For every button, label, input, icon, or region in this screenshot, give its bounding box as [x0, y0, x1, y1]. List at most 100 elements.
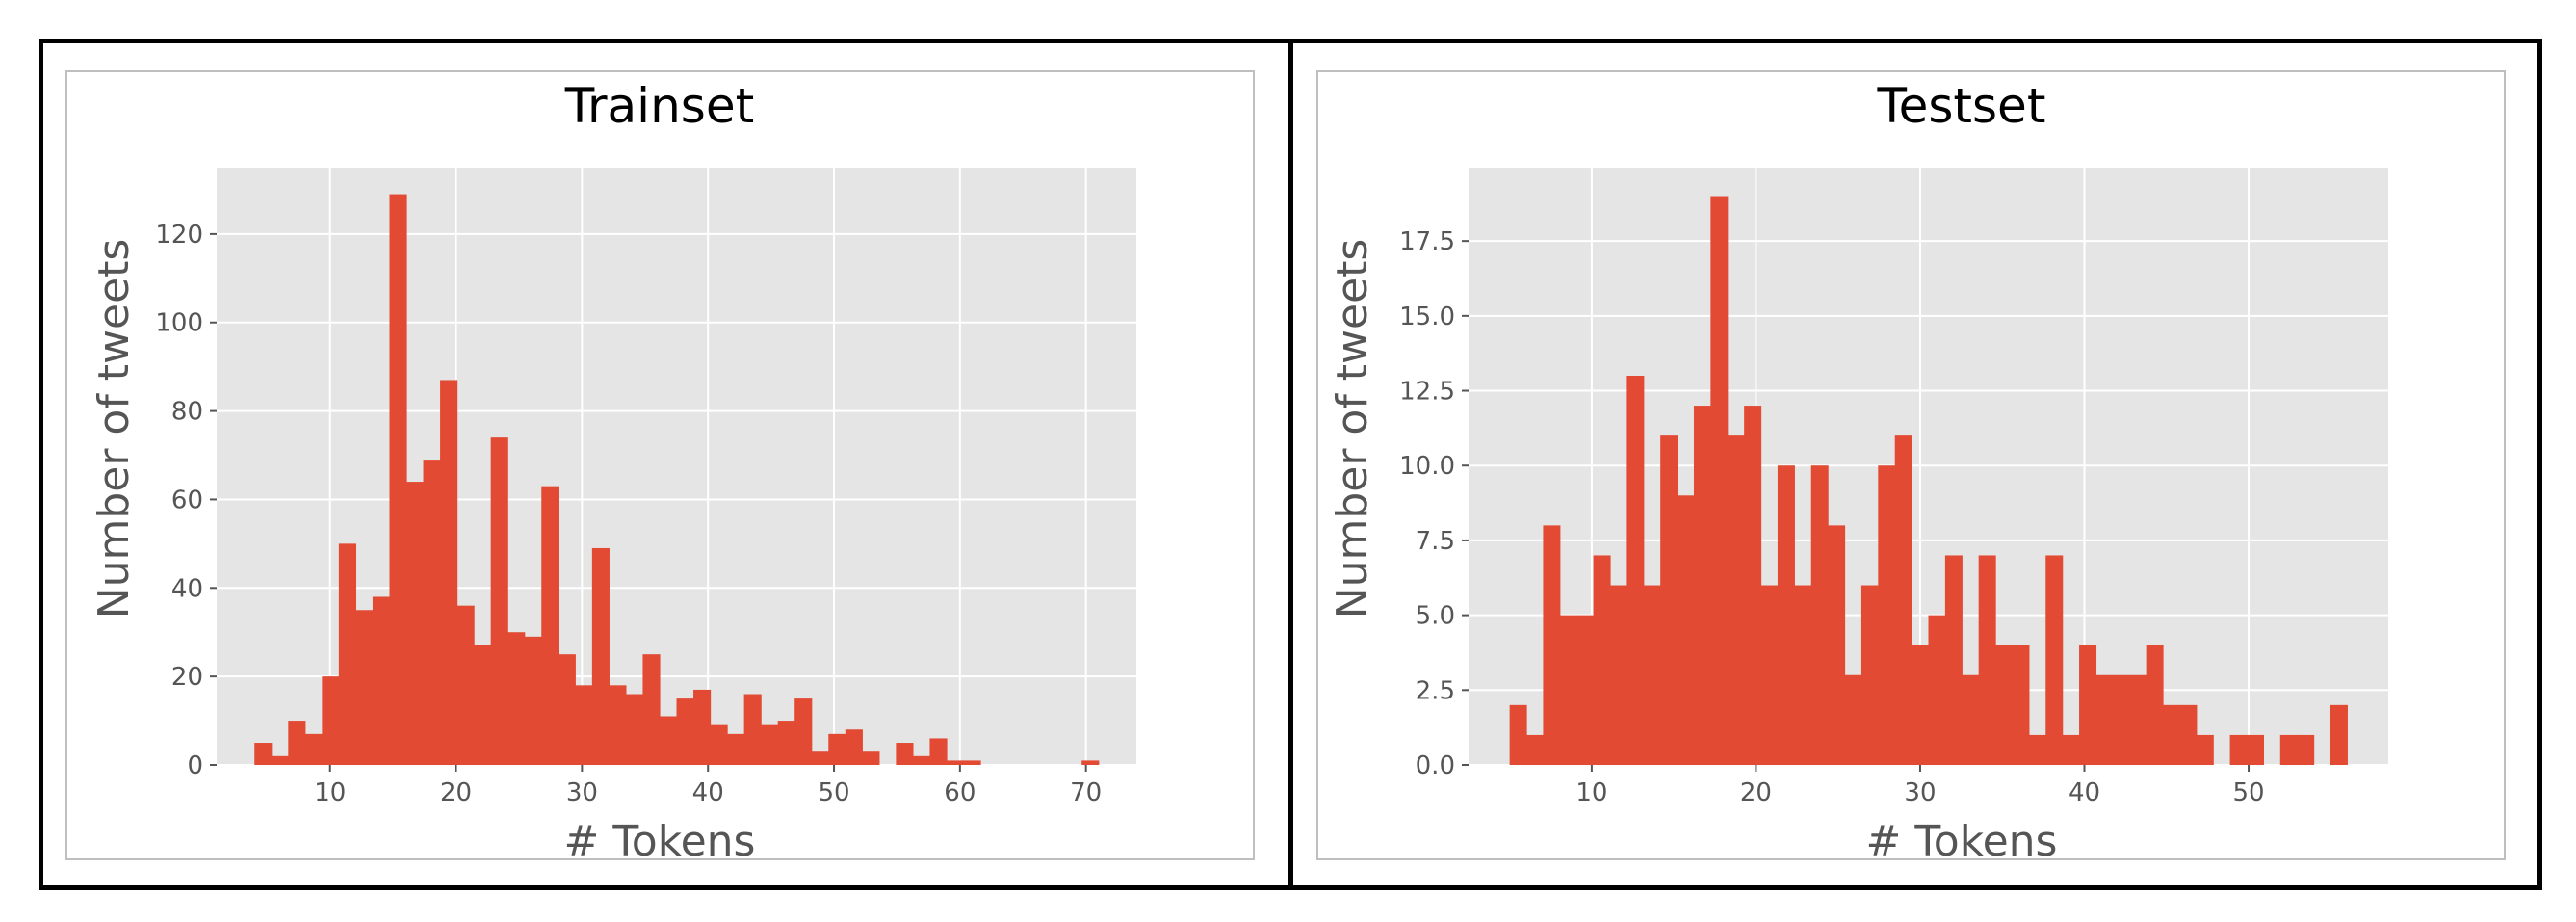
histogram-bar: [575, 685, 593, 765]
x-axis-label: # Tokens: [564, 817, 756, 866]
histogram-bar: [1810, 465, 1829, 765]
x-tick-label: 70: [1070, 778, 1102, 807]
x-tick-label: 10: [1575, 778, 1607, 807]
histogram-bar: [1844, 674, 1862, 765]
histogram-bar: [541, 486, 559, 765]
y-tick-label: 12.5: [1399, 378, 1455, 407]
histogram-bar: [1509, 704, 1527, 765]
histogram-bar: [963, 760, 981, 765]
y-tick-label: 60: [171, 486, 203, 514]
histogram-bar: [1794, 585, 1812, 765]
bars: [254, 194, 1100, 766]
histogram-bar: [1710, 196, 1729, 765]
x-tick-label: 60: [944, 778, 976, 807]
histogram-bar: [1526, 734, 1545, 765]
y-tick-label: 40: [171, 574, 203, 603]
histogram-bar: [372, 596, 391, 765]
y-tick-label: 17.5: [1399, 227, 1455, 256]
histogram-bar: [423, 460, 441, 765]
histogram-bar: [1928, 615, 1946, 765]
histogram-bar: [1912, 645, 1930, 765]
histogram-bar: [693, 689, 712, 765]
histogram-bar: [2095, 674, 2114, 765]
histogram-bar: [743, 694, 762, 765]
histogram-bar: [1962, 674, 1980, 765]
x-tick-label: 50: [2232, 778, 2264, 807]
histogram-bar: [1944, 555, 1963, 765]
histogram-bar: [507, 632, 526, 765]
x-tick-label: 40: [692, 778, 724, 807]
histogram-bar: [271, 755, 289, 765]
histogram-bar: [845, 729, 863, 765]
y-tick-label: 20: [171, 663, 203, 692]
histogram-bar: [338, 543, 357, 765]
x-tick-label: 10: [314, 778, 346, 807]
trainset-chart: 10 20 30 40 50 60 70 0 20 40 60 80 100 120 Trainset #…: [65, 70, 1255, 866]
x-tick-label: 30: [1904, 778, 1936, 807]
histogram-bar: [2163, 704, 2181, 765]
x-tick-label: 20: [1740, 778, 1772, 807]
histogram-bar: [322, 676, 340, 765]
histogram-bar: [1081, 760, 1100, 765]
trainset-panel: 10 20 30 40 50 60 70 0 20 40 60 80 100 120 Trainset #…: [39, 39, 1294, 890]
grid: [217, 168, 1136, 766]
histogram-bar: [642, 654, 661, 765]
histogram-bar: [710, 724, 728, 765]
y-tick-label: 120: [155, 221, 203, 250]
histogram-bar: [896, 743, 914, 765]
histogram-bar: [609, 685, 627, 765]
chart-title: Testset: [1877, 78, 2046, 134]
ticks: 10 20 30 40 50 60 70 0 20 40 60 80 100 120: [155, 221, 1102, 807]
y-tick-label: 10.0: [1399, 452, 1455, 481]
histogram-bar: [929, 738, 948, 765]
histogram-bar: [761, 724, 779, 765]
histogram-bar: [777, 721, 795, 765]
histogram-bar: [355, 610, 374, 765]
histogram-bar: [2196, 734, 2214, 765]
y-tick-label: 0: [187, 751, 203, 780]
histogram-bar: [2279, 734, 2298, 765]
histogram-bar: [1828, 525, 1846, 765]
histogram-bar: [2246, 734, 2264, 765]
testset-chart: 10 20 30 40 50 0.0 2.5 5.0 7.5 10.0 12.5 15.0 17.5 T…: [1316, 70, 2506, 866]
histogram-bar: [2062, 734, 2080, 765]
y-tick-label: 5.0: [1416, 602, 1455, 631]
testset-panel: 10 20 30 40 50 0.0 2.5 5.0 7.5 10.0 12.5 15.0 17.5 T…: [1288, 39, 2542, 890]
x-tick-label: 30: [566, 778, 598, 807]
histogram-bar: [1626, 375, 1645, 765]
histogram-bar: [828, 733, 846, 765]
histogram-bar: [2297, 734, 2315, 765]
histogram-bar: [676, 698, 694, 765]
histogram-bar: [1744, 406, 1762, 765]
x-tick-label: 20: [440, 778, 472, 807]
histogram-bar: [304, 733, 323, 765]
histogram-bar: [2129, 674, 2147, 765]
histogram-bar: [2146, 645, 2164, 765]
histogram-bar: [1677, 495, 1695, 765]
y-axis-label: Number of tweets: [1328, 239, 1377, 619]
histogram-bar: [288, 721, 306, 765]
histogram-bar: [625, 694, 644, 765]
y-axis-label: Number of tweets: [90, 239, 139, 619]
x-tick-label: 40: [2069, 778, 2100, 807]
histogram-bar: [2329, 704, 2348, 765]
histogram-bar: [440, 380, 458, 765]
histogram-bar: [1559, 615, 1577, 765]
histogram-bar: [946, 760, 965, 765]
histogram-bar: [2179, 704, 2198, 765]
y-tick-label: 7.5: [1416, 527, 1455, 556]
histogram-bar: [1576, 615, 1595, 765]
histogram-bar: [1660, 435, 1678, 765]
bars: [1509, 196, 2348, 765]
y-tick-label: 2.5: [1416, 676, 1455, 705]
histogram-bar: [2112, 674, 2130, 765]
histogram-bar: [1643, 585, 1661, 765]
histogram-bar: [1727, 435, 1745, 765]
histogram-bar: [2229, 734, 2248, 765]
histogram-bar: [659, 716, 678, 765]
histogram-bar: [389, 194, 407, 766]
histogram-bar: [1593, 555, 1611, 765]
ticks: 10 20 30 40 50 0.0 2.5 5.0 7.5 10.0 12.5 15.0 17.5: [1399, 227, 2264, 807]
histogram-bar: [1995, 645, 2014, 765]
histogram-bar: [558, 654, 576, 765]
